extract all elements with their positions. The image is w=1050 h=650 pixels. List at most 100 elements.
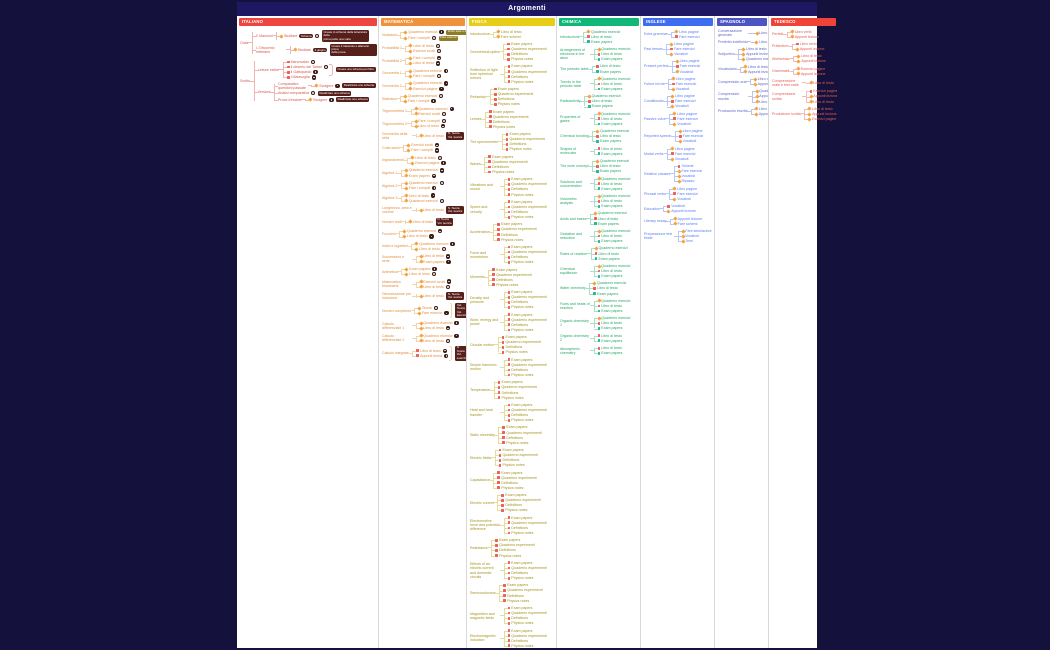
assignee-chip[interactable] <box>446 259 451 264</box>
topic-label[interactable]: Physics notes <box>511 192 534 197</box>
topic-label[interactable]: Comprensione scritta <box>772 92 796 101</box>
topic-label[interactable]: Temperature <box>470 387 491 392</box>
assignee-chip[interactable] <box>431 35 437 41</box>
topic-label[interactable]: Reflection of light from spherical mirro… <box>470 67 498 81</box>
topic-label[interactable]: Physics notes <box>511 79 534 84</box>
topic-label[interactable]: Esercizi pagine <box>415 161 440 166</box>
topic-label[interactable]: Exam papers <box>409 266 431 271</box>
topic-label[interactable]: Exam papers <box>499 538 521 543</box>
note-badge[interactable]: N. Teoria Vol. teorica <box>446 131 464 141</box>
topic-label[interactable]: Exam papers <box>511 199 533 204</box>
topic-label[interactable]: Libro di testo <box>423 294 444 299</box>
topic-label[interactable]: Definitions <box>511 322 529 327</box>
topic-label[interactable]: Quaderno esercizi <box>413 81 443 86</box>
topic-label[interactable]: Vocaboli <box>679 69 694 74</box>
topic-label[interactable]: Passive voice <box>644 116 666 121</box>
assignee-chip[interactable] <box>439 86 444 91</box>
topic-label[interactable]: Circular motion <box>470 342 495 347</box>
topic-label[interactable]: Refraction <box>470 94 487 99</box>
assignee-chip[interactable] <box>431 193 436 198</box>
assignee-chip[interactable] <box>454 321 459 326</box>
topic-label[interactable]: Exam papers <box>511 515 533 520</box>
topic-label[interactable]: Effects of an electric current and domes… <box>470 562 494 579</box>
assignee-chip[interactable] <box>449 106 454 111</box>
topic-label[interactable]: Esercizi pagine <box>413 86 438 91</box>
topic-label[interactable]: Quaderno esperimenti <box>497 92 534 97</box>
topic-label[interactable]: Exam papers <box>600 139 622 144</box>
topic-label[interactable]: Quaderno esperimenti <box>511 611 547 616</box>
topic-label[interactable]: Fare i compiti <box>418 119 440 124</box>
topic-label[interactable]: Exam papers <box>505 335 527 340</box>
topic-label[interactable]: Libro di testo <box>597 286 618 291</box>
topic-label[interactable]: Magnetism and magnetic fields <box>470 611 495 620</box>
topic-label[interactable]: Quaderno esercizi <box>601 111 631 116</box>
topic-label[interactable]: Speed and velocity <box>470 205 488 214</box>
topic-label[interactable]: Exam papers <box>511 560 533 565</box>
topic-label[interactable]: Exam papers <box>601 87 623 91</box>
assignee-chip[interactable] <box>444 353 449 358</box>
topic-label[interactable]: Exam papers <box>511 605 533 610</box>
topic-label[interactable]: Libro di testo <box>601 81 622 86</box>
topic-label[interactable]: Quaderno esercizi <box>598 246 628 251</box>
topic-label[interactable]: Exam papers <box>601 338 623 343</box>
topic-label[interactable]: Fare esercizi <box>421 311 443 316</box>
topic-label[interactable]: Quaderno esperimenti <box>499 543 535 548</box>
assignee-chip[interactable] <box>335 83 340 88</box>
topic-label[interactable]: Fare esercizi <box>681 169 703 174</box>
topic-label[interactable]: Introduzione <box>560 34 580 39</box>
assignee-chip[interactable] <box>444 68 449 73</box>
topic-label[interactable]: Libro di testo <box>601 116 622 121</box>
topic-label[interactable]: Appunti teoria <box>420 353 443 358</box>
topic-label[interactable]: Quaderno esercizi <box>746 57 769 62</box>
assignee-chip[interactable] <box>433 306 438 311</box>
topic-label[interactable]: Libro di testo <box>801 54 822 59</box>
topic-label[interactable]: Quaderno esperimenti <box>511 407 547 412</box>
topic-label[interactable]: Fare esercizi <box>674 46 695 51</box>
topic-label[interactable]: Libro di testo <box>757 77 769 81</box>
topic-label[interactable]: Quaderno esperimenti <box>496 272 532 277</box>
topic-label[interactable]: Quaderno esercizi <box>591 29 621 34</box>
topic-label[interactable]: Ripasso <box>681 179 695 184</box>
topic-label[interactable]: Libro di testo <box>418 124 439 129</box>
note-badge[interactable]: N. Teoria Vol. teorica <box>446 205 464 215</box>
assignee-chip[interactable] <box>442 348 447 353</box>
topic-label[interactable]: Physics notes <box>492 169 515 174</box>
note-badge[interactable]: N. Teoria Vol. teorica <box>446 291 464 301</box>
assignee-chip[interactable] <box>445 338 451 343</box>
topic-label[interactable]: Radioactivity <box>560 99 581 104</box>
topic-label[interactable]: Esercizi svolti <box>418 111 441 116</box>
topic-label[interactable]: Esercizi svolti <box>413 48 436 53</box>
topic-label[interactable]: Exam papers <box>601 151 623 156</box>
topic-label[interactable]: Libro pagine <box>675 94 695 99</box>
assignee-chip[interactable] <box>447 279 452 284</box>
topic-label[interactable]: Libro di testo <box>601 146 622 151</box>
topic-label[interactable]: Future forms <box>644 81 665 86</box>
topic-label[interactable]: Density and pressure <box>470 295 489 304</box>
topic-label[interactable]: Libro di testo <box>597 216 619 221</box>
topic-label[interactable]: Chemical equilibrium <box>560 266 578 276</box>
topic-label[interactable]: Exam papers <box>591 104 613 109</box>
topic-label[interactable]: Definitions <box>496 277 513 282</box>
topic-label[interactable]: Quaderno esercizi <box>597 281 627 286</box>
topic-label[interactable]: Algebra 1 <box>382 170 398 175</box>
topic-label[interactable]: Exam papers <box>492 154 514 159</box>
topic-label[interactable]: Libro di testo <box>600 134 621 139</box>
topic-label[interactable]: Organic chemistry 1 <box>560 319 589 328</box>
assignee-chip[interactable] <box>324 65 329 70</box>
topic-label[interactable]: Definitions <box>511 74 529 79</box>
topic-label[interactable]: Libro di testo <box>423 338 444 343</box>
topic-label[interactable]: Definitions <box>507 593 524 598</box>
note-badge[interactable]: Realizzare uno schema <box>336 97 370 103</box>
topic-label[interactable]: Physics notes <box>511 305 534 310</box>
topic-label[interactable]: Quaderno esperimenti <box>501 385 538 390</box>
topic-label[interactable]: Libro di testo <box>812 106 833 111</box>
topic-label[interactable]: Vocaboli <box>674 52 688 57</box>
topic-label[interactable]: Capacitance <box>470 478 490 483</box>
column-header-matematica[interactable]: MATEMATICA <box>381 18 465 26</box>
topic-label[interactable]: Fare esercizi <box>679 64 701 69</box>
topic-label[interactable]: Libro verbi <box>794 29 812 34</box>
topic-label[interactable]: Exam papers <box>511 312 533 317</box>
note-badge[interactable]: Creare il riassunto e allenarsi prima de… <box>329 43 377 56</box>
assignee-chip[interactable] <box>442 111 447 116</box>
topic-label[interactable]: Algebra 2 <box>382 183 398 188</box>
